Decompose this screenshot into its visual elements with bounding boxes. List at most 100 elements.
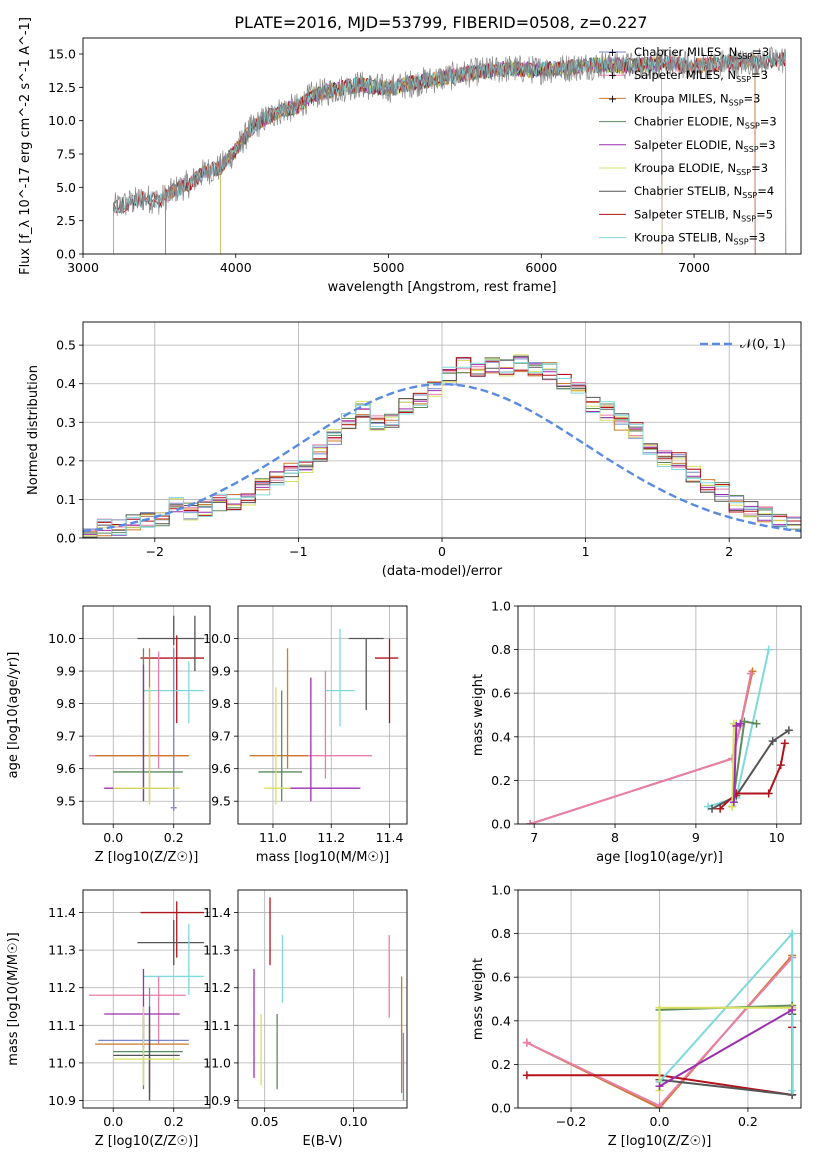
weight-line-salpeter-miles — [529, 673, 752, 824]
y-tick-label: 2.5 — [56, 213, 76, 228]
y-tick-label: 0.0 — [56, 247, 76, 262]
errorbar-point — [140, 635, 204, 724]
legend-count: =3 — [749, 231, 766, 245]
y-tick-label: 0.5 — [56, 338, 76, 353]
x-tick-label: 11.2 — [317, 830, 345, 845]
weight-line-chabrier-stelib — [711, 729, 790, 810]
errorbar-point — [281, 677, 361, 802]
weight-marker — [736, 719, 745, 728]
legend-subscript: SSP — [736, 75, 751, 84]
legend: + Chabrier MILES, NSSP=3 + Salpeter MILES, … — [599, 45, 777, 247]
plot-area — [89, 901, 204, 1101]
x-tick-label: 1 — [582, 544, 590, 559]
legend-label: Kroupa ELODIE, NSSP=3 — [634, 161, 768, 177]
x-axis-label: Z [log10(Z/Z☉)] — [95, 1134, 199, 1149]
errorbar-point — [113, 687, 180, 805]
errorbar-point — [137, 615, 204, 646]
x-tick-label: 7000 — [678, 260, 710, 275]
legend-count: =3 — [759, 138, 776, 152]
errorbar-point — [374, 638, 399, 724]
errorbar-point — [325, 628, 355, 727]
legend-subscript: SSP — [742, 191, 757, 200]
legend-count: =3 — [744, 91, 761, 105]
plot-area — [113, 45, 787, 254]
x-tick-label: 0.0 — [103, 1114, 123, 1129]
y-tick-label: 10.9 — [48, 1093, 76, 1108]
axes-frame — [237, 889, 408, 1109]
y-tick-label: 0.8 — [491, 642, 511, 657]
legend-subscript: SSP — [745, 122, 760, 131]
axes: 3000 4000 5000 6000 7000 0.0 2.5 5.0 7.5 10.0 12.5… — [18, 17, 802, 295]
y-axis-label: Normed distribution — [26, 365, 41, 495]
y-tick-label: 0.4 — [56, 376, 76, 391]
weight-marker — [788, 1005, 797, 1014]
y-tick-label: 10.0 — [203, 631, 231, 646]
y-tick-label: 11.1 — [203, 1018, 231, 1033]
axes: 0.05 0.10 10.9 11.0 11.1 11.2 11.3 11.4 E(B-V) — [203, 889, 408, 1149]
y-tick-label: 9.9 — [211, 664, 231, 679]
panel-mass-vs-z: 0.0 0.2 10.9 11.0 11.1 11.2 11.3 11.4 Z [log10(Z… — [6, 889, 211, 1149]
y-tick-label: 9.8 — [56, 696, 76, 711]
y-tick-label: 0.0 — [491, 817, 511, 832]
y-tick-label: 9.8 — [211, 696, 231, 711]
x-tick-label: 8 — [611, 830, 619, 845]
weight-marker — [704, 802, 713, 811]
axes-frame — [82, 321, 802, 539]
x-tick-label: 0 — [438, 544, 446, 559]
y-tick-label: 0.0 — [56, 531, 76, 546]
x-tick-label: 0.2 — [738, 1114, 758, 1129]
errorbar-point — [113, 1017, 183, 1090]
grid — [518, 605, 801, 825]
y-axis-label: mass weight — [471, 958, 486, 1040]
x-tick-label: 11.4 — [376, 830, 404, 845]
x-axis-label: wavelength [Angstrom, rest frame] — [328, 280, 557, 295]
errorbar-point — [170, 648, 177, 811]
x-tick-label: 0.0 — [650, 1114, 670, 1129]
weight-marker — [708, 804, 717, 813]
legend-label: 𝒩(0, 1) — [740, 336, 786, 351]
axes: 11.0 11.2 11.4 9.5 9.6 9.7 9.8 9.9 10.0 mass [log… — [203, 605, 408, 865]
legend-subscript: SSP — [737, 52, 752, 61]
x-axis-label: age [log10(age/yr)] — [596, 850, 723, 865]
x-tick-label: 2 — [725, 544, 733, 559]
x-axis-label: E(B-V) — [302, 1134, 342, 1149]
plot-area — [89, 615, 204, 811]
errorbar-point — [258, 690, 303, 802]
weight-marker — [752, 719, 761, 728]
x-tick-label: 11.0 — [259, 830, 287, 845]
y-tick-label: 0.2 — [491, 1057, 511, 1072]
y-tick-label: 11.1 — [48, 1018, 76, 1033]
x-tick-label: 9 — [692, 830, 700, 845]
plot-area — [526, 645, 793, 824]
legend-label: Salpeter STELIB, NSSP=5 — [634, 207, 773, 223]
x-axis-label: mass [log10(M/M☉)] — [256, 850, 389, 865]
x-axis-label: Z [log10(Z/Z☉)] — [608, 1134, 712, 1149]
weight-marker — [780, 739, 789, 748]
y-tick-label: 9.9 — [56, 664, 76, 679]
axes: 0.0 0.2 10.9 11.0 11.1 11.2 11.3 11.4 Z [log10(Z… — [6, 889, 211, 1149]
legend-subscript: SSP — [744, 145, 759, 154]
axes: 7 8 9 10 0.0 0.2 0.4 0.6 0.8 1.0 age [log10(age/yr… — [471, 599, 802, 865]
x-tick-label: 0.2 — [164, 1114, 184, 1129]
y-tick-label: 15.0 — [48, 47, 76, 62]
y-tick-label: 0.1 — [56, 492, 76, 507]
legend-count: =4 — [757, 184, 774, 198]
weight-marker — [788, 929, 797, 938]
errorbar-point — [137, 920, 204, 966]
weight-marker — [784, 726, 793, 735]
legend-count: =3 — [751, 161, 768, 175]
y-tick-label: 10.9 — [203, 1093, 231, 1108]
y-tick-label: 9.7 — [56, 729, 76, 744]
axes-frame — [82, 37, 802, 255]
panel-age-vs-mass: 11.0 11.2 11.4 9.5 9.6 9.7 9.8 9.9 10.0 mass [log… — [203, 605, 408, 865]
errorbar-point — [104, 968, 180, 1048]
y-tick-label: 10.0 — [48, 113, 76, 128]
weight-marker — [655, 1082, 664, 1091]
x-tick-label: 4000 — [220, 260, 252, 275]
errorbar-point — [249, 648, 308, 769]
legend-subscript: SSP — [736, 168, 751, 177]
axes-frame — [82, 605, 211, 825]
errorbar-point — [143, 923, 204, 996]
weight-line-salpeter-elodie — [659, 1009, 793, 1088]
legend-label: Kroupa STELIB, NSSP=3 — [634, 231, 765, 247]
